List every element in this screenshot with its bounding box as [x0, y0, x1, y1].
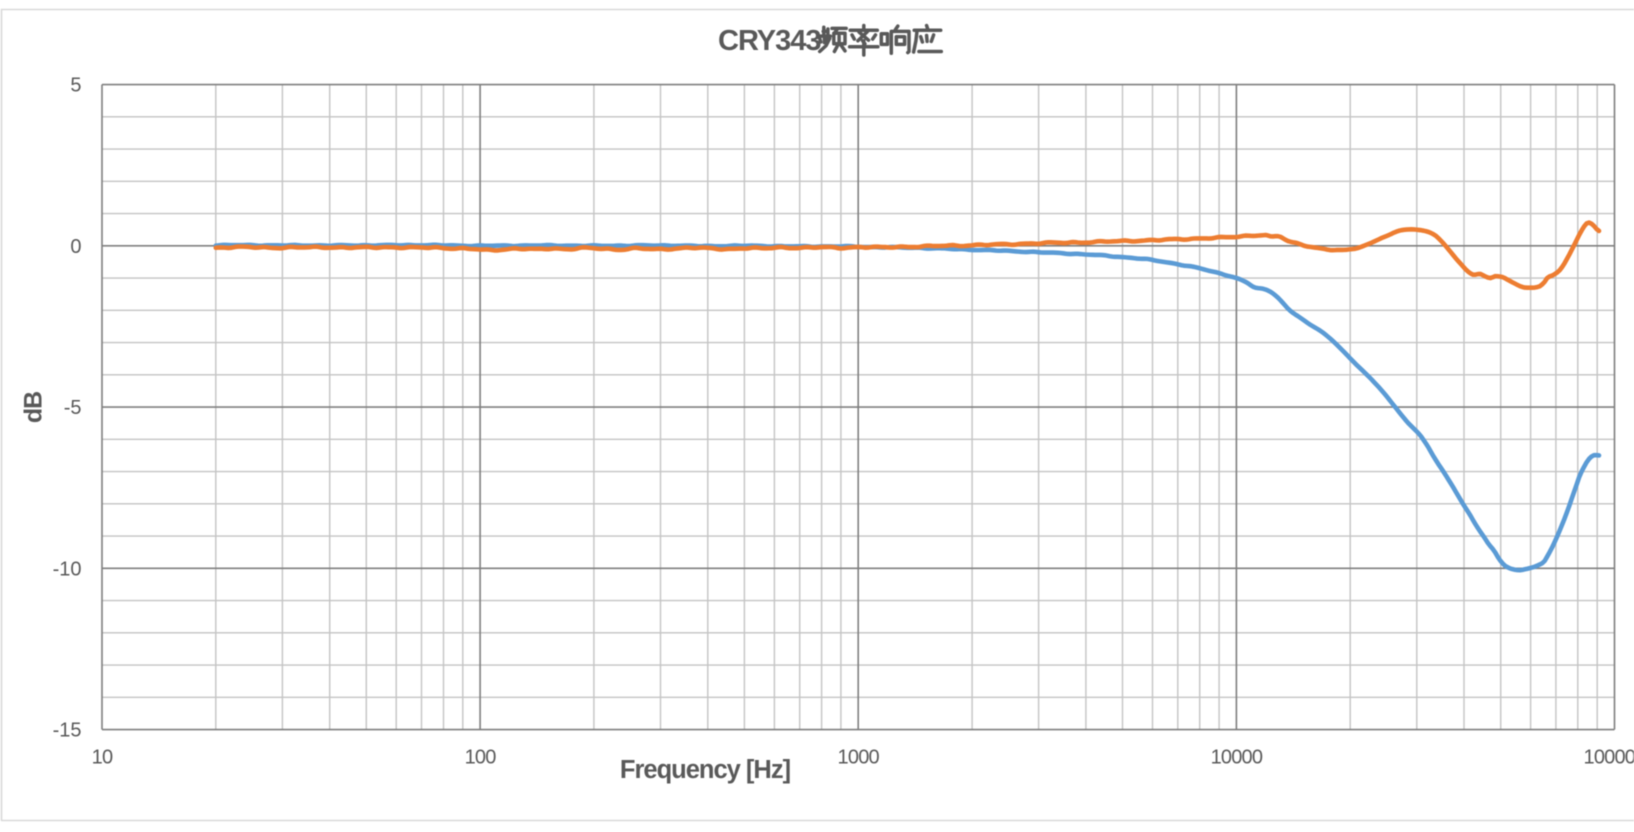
- svg-text:10: 10: [92, 747, 113, 769]
- svg-text:dB: dB: [20, 392, 48, 423]
- svg-text:10000: 10000: [1211, 747, 1263, 769]
- svg-text:CRY343: CRY343: [718, 25, 821, 57]
- svg-text:-10: -10: [53, 558, 82, 580]
- svg-text:100000: 100000: [1584, 747, 1634, 769]
- svg-text:5: 5: [70, 75, 81, 97]
- svg-text:100: 100: [465, 747, 497, 769]
- svg-text:1000: 1000: [838, 747, 880, 769]
- svg-text:Frequency [Hz]: Frequency [Hz]: [620, 756, 791, 784]
- svg-text:0: 0: [70, 236, 81, 258]
- svg-text:-15: -15: [53, 720, 82, 742]
- svg-text:-5: -5: [64, 397, 82, 419]
